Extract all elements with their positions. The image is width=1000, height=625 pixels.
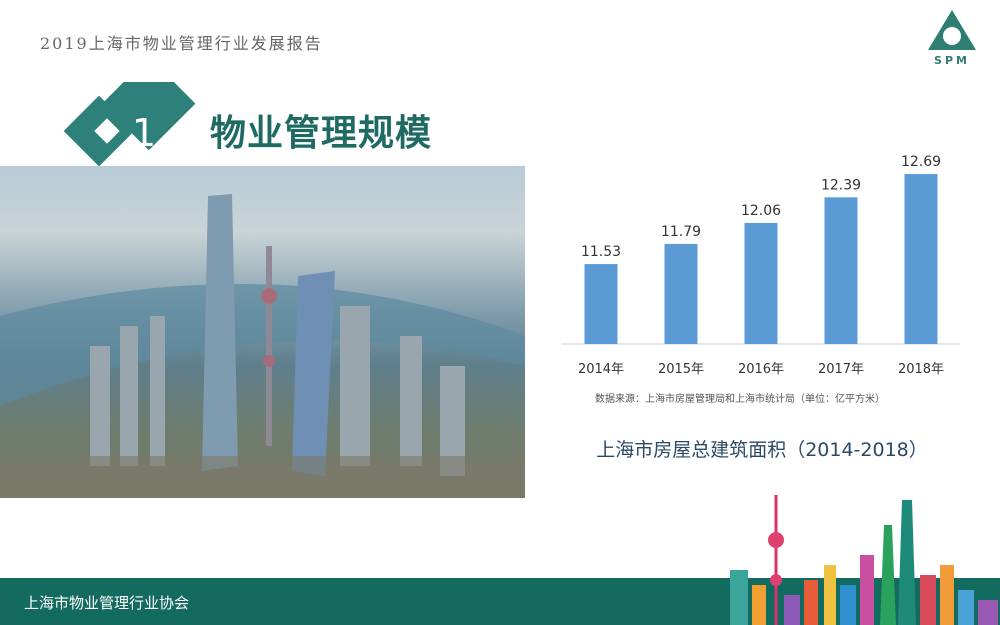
bar-2 [744,222,778,344]
section-number: 1 [132,111,156,155]
svg-text:SPM: SPM [934,54,970,66]
data-label: 11.53 [581,244,621,260]
bar-3 [824,197,858,344]
x-tick-label: 2016年 [738,362,784,377]
chart-title: 上海市房屋总建筑面积（2014-2018） [596,439,928,461]
city-skyline-illustration [720,495,1000,625]
data-label: 12.69 [901,154,941,170]
report-title: 2019上海市物业管理行业发展报告 [40,34,323,53]
x-tick-label: 2014年 [578,362,624,377]
footer-bar [0,578,740,625]
section-number-badge: 1 [63,82,196,167]
bar-0 [584,264,618,344]
shanghai-skyline-photo [0,166,525,498]
spm-logo: SPM [928,10,976,66]
data-label: 11.79 [661,224,701,240]
data-label: 12.06 [741,203,781,219]
footer-organization: 上海市物业管理行业协会 [24,594,190,612]
bar-4 [904,174,938,344]
data-label: 12.39 [821,177,861,193]
section-title: 物业管理规模 [210,113,433,154]
x-tick-label: 2015年 [658,362,704,377]
x-tick-label: 2018年 [898,362,944,377]
bar-1 [664,243,698,344]
x-tick-label: 2017年 [818,362,864,377]
chart-source-note: 数据来源：上海市房屋管理局和上海市统计局（单位：亿平方米） [595,392,885,405]
